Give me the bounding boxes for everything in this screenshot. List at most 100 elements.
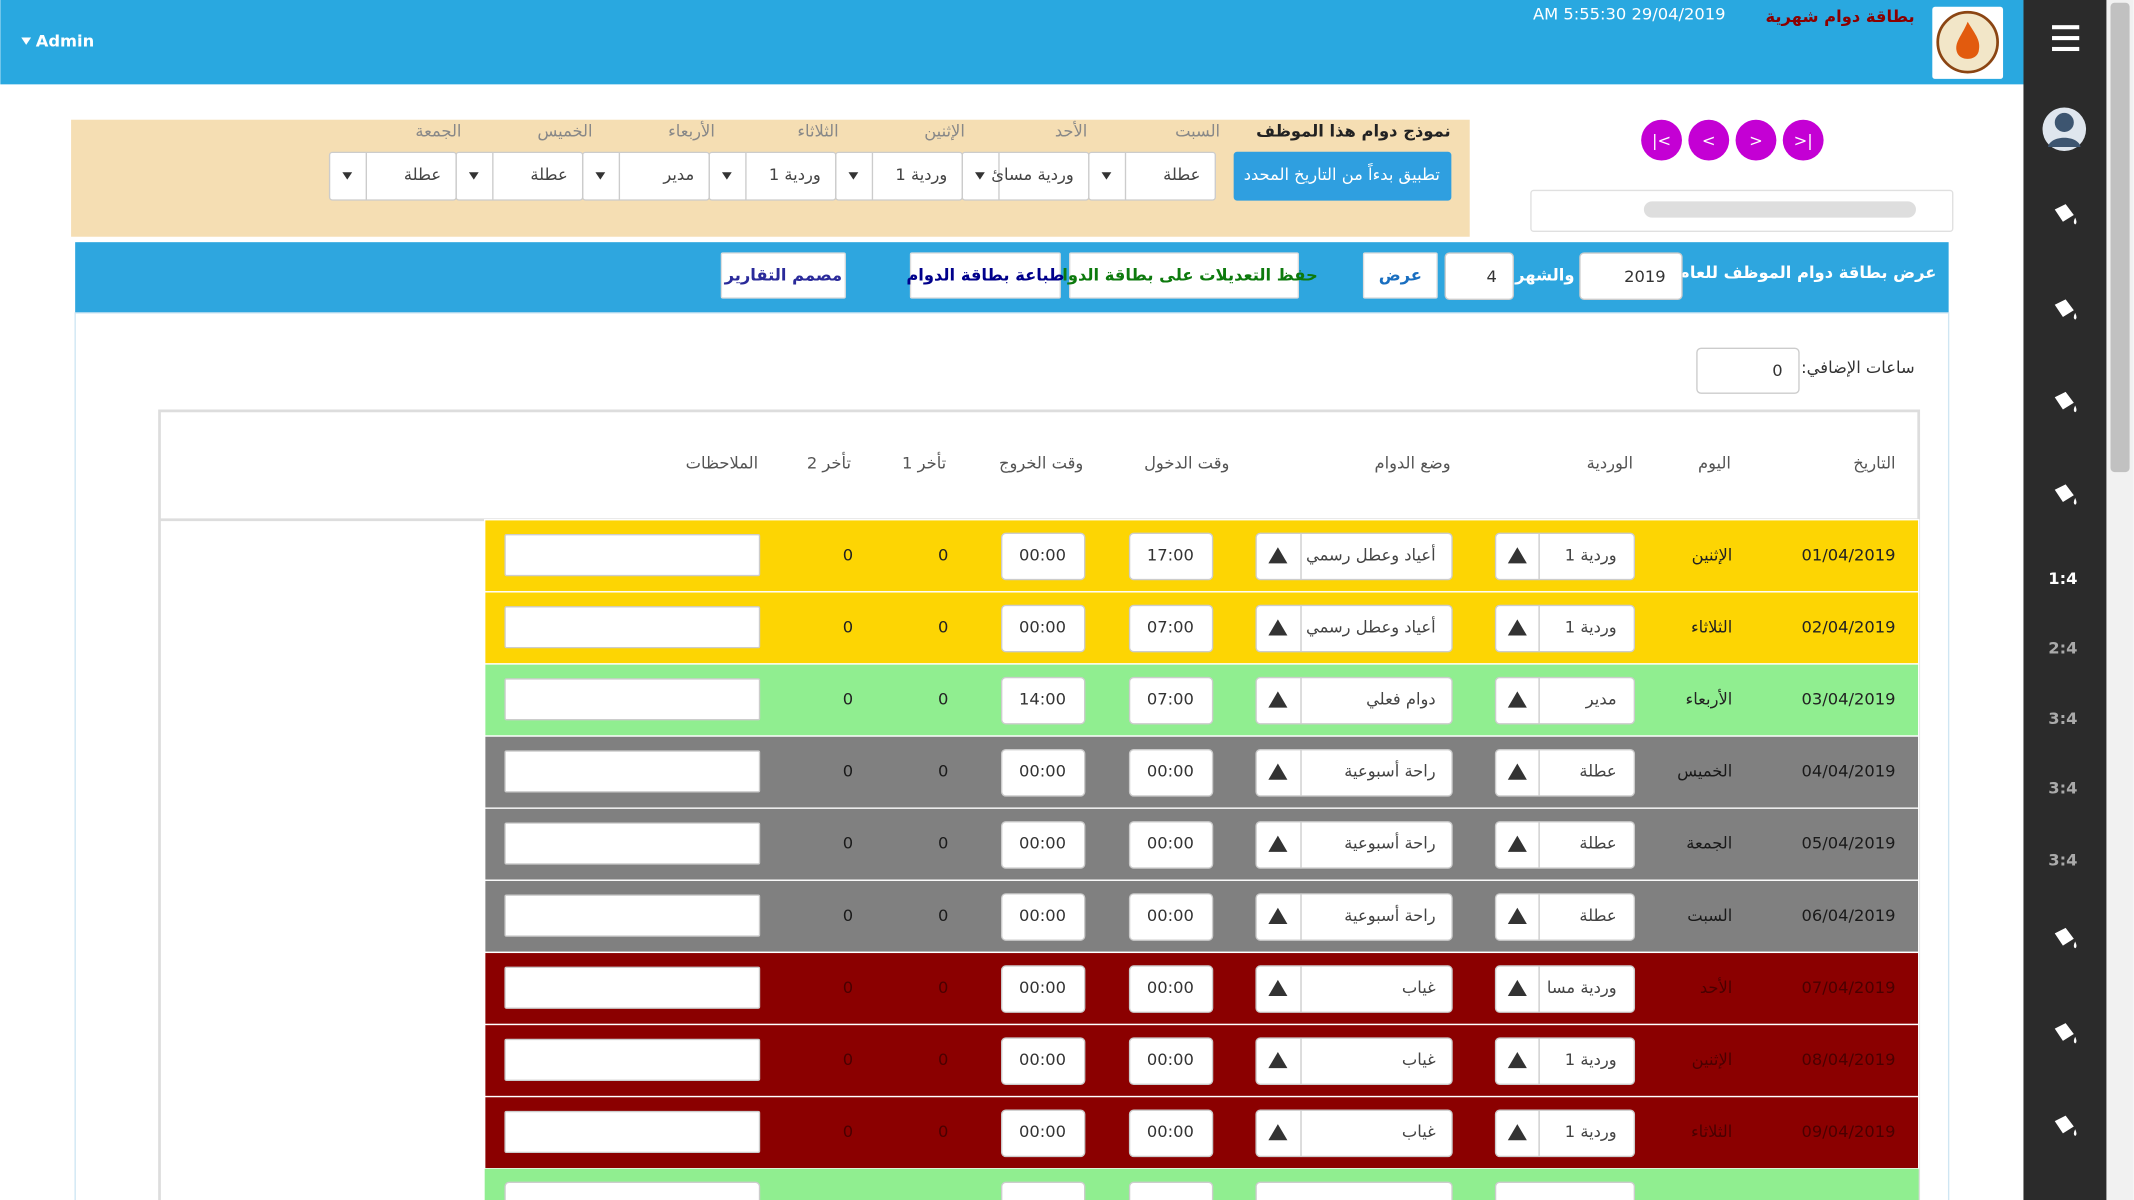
column-header: وقت الدخول (1144, 453, 1229, 473)
status-select[interactable] (1255, 965, 1453, 1013)
page-link[interactable]: 3:4 (2048, 851, 2077, 870)
notes-input[interactable] (504, 966, 761, 1009)
status-select[interactable] (1255, 1109, 1453, 1158)
notes-input[interactable] (504, 534, 761, 577)
status-select[interactable] (1255, 821, 1453, 869)
month-input[interactable] (1444, 252, 1514, 300)
time-in-input[interactable] (1128, 965, 1214, 1013)
menu-icon[interactable] (2052, 36, 2080, 41)
time-in-input[interactable] (1128, 748, 1214, 797)
print-button[interactable] (909, 252, 1061, 299)
time-in-input[interactable] (1128, 676, 1214, 725)
overtime-input[interactable] (1696, 347, 1800, 394)
shift-value: عطلة (1579, 762, 1616, 781)
time-in-input[interactable] (1128, 604, 1214, 653)
time-out-input[interactable] (1001, 676, 1086, 725)
day-label: الأحد (1055, 120, 1087, 140)
time-out-input[interactable] (1001, 965, 1086, 1013)
day-cell: الثلاثاء (1691, 617, 1732, 636)
time-in-input[interactable] (1128, 1109, 1214, 1158)
bucket-icon[interactable] (2054, 299, 2077, 320)
time-in-input[interactable] (1128, 893, 1214, 941)
page-link[interactable]: 1:4 (2048, 569, 2077, 588)
cell-input (1255, 1181, 1453, 1200)
shift-select[interactable] (1494, 1037, 1636, 1086)
notes-input[interactable] (504, 606, 761, 649)
column-header: الملاحظات (686, 453, 758, 472)
time-in: 00:00 (1147, 834, 1194, 853)
time-out-input[interactable] (1001, 821, 1086, 869)
bucket-icon[interactable] (2054, 1115, 2077, 1137)
nav-button[interactable] (1641, 119, 1682, 161)
day-select[interactable] (328, 151, 457, 201)
time-in-input[interactable] (1128, 532, 1214, 581)
notes-input[interactable] (504, 822, 761, 865)
status-value: دوام فعلي (1366, 690, 1436, 710)
day-label: الثلاثاء (797, 121, 838, 140)
notes-input[interactable] (504, 894, 761, 937)
menu-icon[interactable] (2052, 46, 2080, 52)
time-out-input[interactable] (1001, 893, 1086, 941)
status-value: راحة أسبوعية (1344, 905, 1435, 926)
time-out-input[interactable] (1001, 604, 1086, 653)
shift-select[interactable] (1494, 676, 1636, 725)
shift-select[interactable] (1494, 965, 1636, 1013)
status-select[interactable] (1255, 676, 1453, 725)
time-in-input[interactable] (1128, 821, 1214, 869)
shift-value: مدير (1585, 690, 1617, 710)
show-button-label: عرض (1379, 266, 1422, 285)
shift-select[interactable] (1494, 532, 1636, 581)
year-input[interactable] (1579, 252, 1683, 300)
time-out-input[interactable] (1001, 532, 1086, 581)
day-cell: الأحد (1700, 977, 1732, 997)
show-button[interactable] (1362, 252, 1438, 299)
status-select[interactable] (1255, 1037, 1453, 1086)
shift-select[interactable] (1494, 1109, 1636, 1158)
date-cell: 09/04/2019 (1802, 1122, 1896, 1141)
shift-select[interactable] (1494, 893, 1636, 941)
status-select[interactable] (1255, 893, 1453, 941)
notes-input[interactable] (504, 1038, 761, 1081)
late1: 0 (938, 1122, 948, 1141)
late2: 0 (843, 1122, 853, 1141)
time-out-input[interactable] (1001, 1037, 1086, 1086)
bucket-icon[interactable] (2054, 391, 2077, 413)
cell-input (1494, 1181, 1636, 1200)
page-link[interactable]: 2:4 (2048, 638, 2077, 657)
time-out-input[interactable] (1001, 748, 1086, 797)
page-link[interactable]: 3:4 (2048, 709, 2077, 728)
nav-button[interactable] (1735, 119, 1777, 161)
page-link[interactable]: 3:4 (2048, 779, 2077, 798)
notes-input[interactable] (504, 750, 761, 793)
late2: 0 (843, 762, 853, 781)
notes-input[interactable] (504, 1110, 761, 1154)
down-arrow (1101, 172, 1112, 180)
status-select[interactable] (1255, 604, 1453, 653)
time-in: 00:00 (1147, 1122, 1194, 1141)
status-select[interactable] (1255, 532, 1453, 581)
save-button[interactable] (1069, 252, 1299, 299)
shift-select[interactable] (1494, 748, 1636, 797)
shift-select[interactable] (1494, 821, 1636, 869)
nav-button[interactable] (1688, 119, 1730, 161)
bucket-icon[interactable] (2054, 484, 2077, 505)
datetime: AM 5:55:30 29/04/2019 (1533, 4, 1726, 23)
user-menu[interactable]: Admin (36, 32, 95, 51)
menu-icon[interactable] (2052, 25, 2080, 30)
nav-button[interactable] (1782, 119, 1824, 161)
reports-button[interactable] (720, 252, 846, 299)
bucket-icon[interactable] (2054, 927, 2077, 949)
page-title: بطاقة دوام شهرية (1766, 7, 1915, 27)
shift-select[interactable] (1494, 604, 1636, 653)
status-value: غياب (1402, 1122, 1436, 1141)
apply-button[interactable] (1233, 151, 1452, 201)
day-cell: الإثنين (1692, 1050, 1733, 1070)
time-out-input[interactable] (1001, 1109, 1086, 1158)
bucket-icon[interactable] (2054, 1023, 2077, 1044)
time-in-input[interactable] (1128, 1037, 1214, 1086)
bucket-icon[interactable] (2054, 204, 2077, 225)
status-select[interactable] (1255, 748, 1453, 797)
scroll-thumb[interactable] (2110, 2, 2130, 473)
notes-input[interactable] (504, 678, 761, 721)
